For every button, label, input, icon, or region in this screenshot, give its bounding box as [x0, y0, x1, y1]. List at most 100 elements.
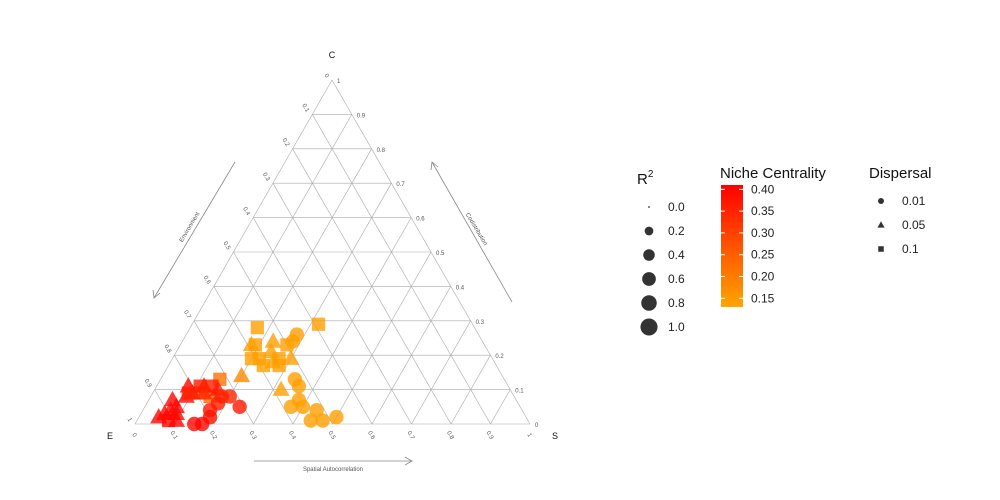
grid-line: [272, 183, 412, 425]
corner-label-top: C: [329, 50, 336, 60]
tick-label-right: 1: [337, 79, 341, 85]
colorbar-label: 0.40: [751, 182, 775, 196]
tick-label-bottom: 1: [525, 433, 532, 439]
data-point: [285, 334, 301, 349]
data-point: [232, 399, 247, 414]
grid-line: [332, 251, 432, 425]
tick-label-bottom: 0.7: [406, 430, 416, 441]
data-point: [256, 358, 270, 373]
legend-r2-marker: [644, 226, 654, 236]
legend-r2-marker: [643, 249, 655, 261]
tick-label-left: 0.3: [261, 172, 271, 183]
legend-r2-label: 0.2: [668, 224, 685, 238]
tick-label-bottom: 0.5: [327, 430, 337, 441]
colorbar-label: 0.35: [751, 204, 775, 218]
tick-label-bottom: 0.3: [248, 430, 258, 441]
legend-r2-marker: [642, 272, 656, 286]
tick-label-bottom: 0.6: [366, 430, 376, 441]
data-point: [303, 413, 318, 428]
tick-label-right: 0.2: [495, 354, 504, 360]
legend-r2-label: 0.0: [668, 200, 685, 214]
legend-r2-label: 0.6: [668, 272, 685, 286]
tick-label-left: 0.9: [143, 378, 153, 389]
data-point: [272, 380, 290, 396]
legend-niche-title: Niche Centrality: [720, 165, 826, 182]
grid-line: [450, 355, 491, 425]
tick-label-left: 0: [323, 73, 330, 79]
data-point: [194, 416, 210, 432]
tick-label-bottom: 0.4: [287, 430, 297, 441]
tick-label-left: 0.5: [222, 241, 232, 252]
data-point: [167, 404, 186, 420]
legend-r2-title: R2: [637, 169, 654, 188]
data-point: [282, 349, 300, 365]
tick-label-right: 0: [535, 423, 539, 429]
corner-label-right: S: [552, 431, 558, 441]
ternary-tick-labels: 0 0 0 0.1 0.1 0.1 0.2 0.2 0.2 0.3 0.3 0.3 0.4 0.4 0.4 0…: [126, 73, 539, 441]
data-point: [291, 378, 307, 394]
data-point: [250, 321, 264, 335]
tick-label-bottom: 0: [130, 433, 137, 439]
tick-label-left: 0.8: [162, 344, 172, 355]
colorbar-label: 0.20: [751, 270, 775, 284]
tick-label-left: 0.7: [182, 310, 192, 321]
axis-arrow-bottom: Spatial Autocorrelation: [254, 456, 413, 473]
legend-r2-marker: [641, 295, 657, 311]
colorbar-label: 0.15: [751, 291, 775, 305]
data-point: [264, 332, 282, 348]
niche-colorbar: [721, 185, 743, 307]
grid-line: [411, 320, 471, 425]
grid-line: [371, 286, 452, 425]
axis-title-right: Codistribution: [464, 212, 488, 247]
legend-dispersal-marker: [878, 246, 884, 252]
data-point: [295, 399, 311, 414]
tick-label-right: 0.3: [476, 320, 485, 326]
data-point: [315, 413, 330, 428]
tick-label-right: 0.7: [396, 182, 405, 188]
legend-r2-label: 0.4: [668, 248, 685, 262]
legend-dispersal-marker: [877, 221, 885, 228]
data-point: [163, 390, 182, 407]
tick-label-right: 0.8: [377, 148, 386, 154]
grid-line: [253, 183, 392, 425]
legend-r2-marker: [648, 206, 650, 208]
tick-label-bottom: 0.2: [208, 430, 218, 441]
data-point: [242, 335, 260, 352]
tick-label-bottom: 0.9: [485, 430, 495, 441]
tick-label-bottom: 0.8: [445, 430, 455, 441]
legend-dispersal-marker: [878, 198, 884, 204]
data-point: [311, 317, 326, 331]
legend-dispersal-label: 0.05: [902, 218, 926, 232]
tick-label-right: 0.9: [357, 113, 366, 119]
legend-r2: R2 0.0 0.2 0.4 0.6 0.8 1.0: [637, 169, 685, 336]
axis-title-left: Environment: [179, 211, 202, 243]
tick-label-right: 0.1: [515, 389, 524, 395]
data-point: [233, 366, 251, 383]
tick-label-right: 0.6: [416, 217, 425, 223]
colorbar-label: 0.25: [751, 248, 775, 262]
data-point: [329, 409, 344, 425]
legend-dispersal-title: Dispersal: [869, 165, 932, 182]
tick-label-right: 0.5: [436, 251, 445, 257]
data-points: [150, 317, 344, 432]
colorbar-label: 0.30: [751, 226, 775, 240]
legend-r2-label: 1.0: [668, 320, 685, 334]
ternary-grid: [134, 79, 531, 425]
grid-line: [312, 114, 491, 425]
grid-line: [490, 389, 511, 425]
tick-label-bottom: 0.1: [169, 430, 179, 441]
legend-dispersal-label: 0.1: [902, 242, 919, 256]
data-point: [222, 389, 237, 404]
legend-dispersal: Dispersal 0.01 0.05 0.1: [869, 165, 932, 256]
legend-r2-marker: [640, 318, 658, 336]
axis-title-bottom: Spatial Autocorrelation: [303, 467, 363, 473]
tick-label-right: 0.4: [456, 285, 465, 291]
data-point: [283, 399, 299, 414]
tick-label-left: 0.6: [202, 275, 212, 286]
corner-label-left: E: [107, 431, 113, 441]
axis-arrow-left: Environment: [152, 161, 236, 299]
axis-arrow-right: Codistribution: [430, 161, 513, 303]
legend-niche-centrality: Niche Centrality 0.40 0.35 0.30 0.25 0.20 0.1…: [720, 165, 826, 307]
tick-label-left: 0.1: [300, 103, 310, 114]
